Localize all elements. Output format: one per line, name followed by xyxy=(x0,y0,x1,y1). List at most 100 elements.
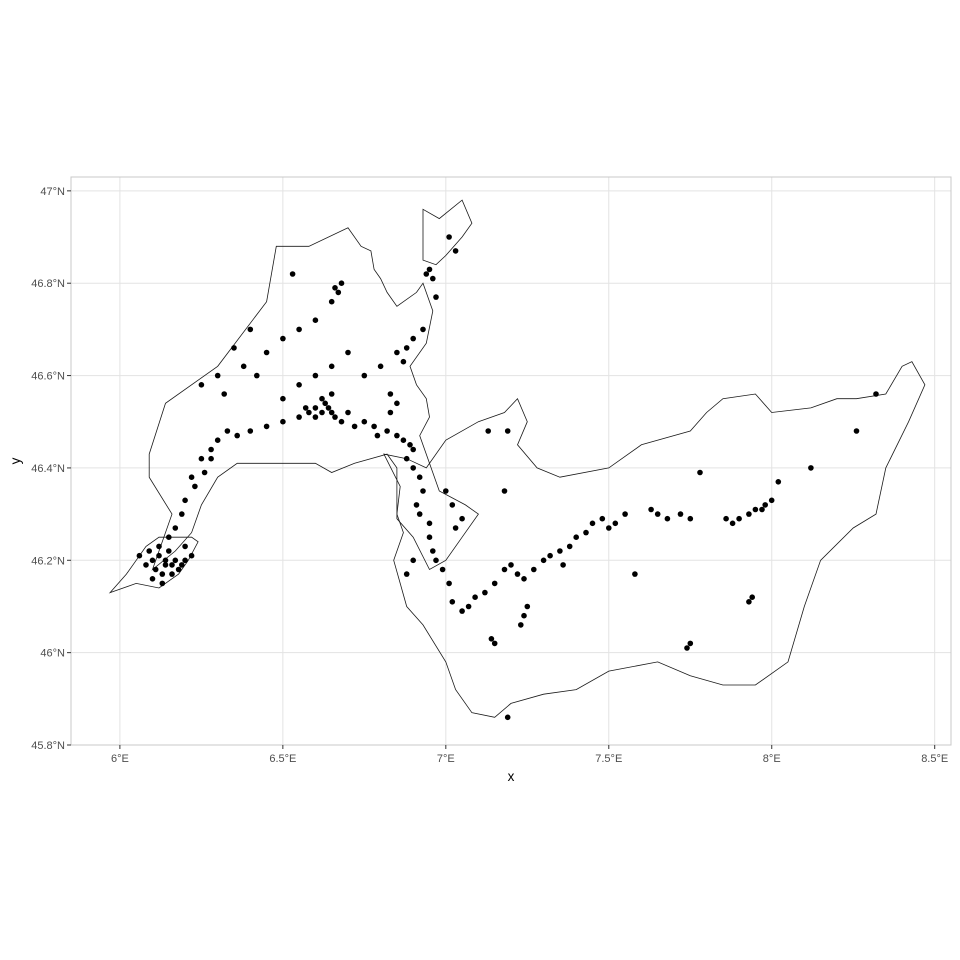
point-markers xyxy=(136,234,879,721)
data-point xyxy=(159,580,166,587)
data-point xyxy=(504,714,511,721)
data-point xyxy=(687,640,694,647)
data-point xyxy=(752,506,759,513)
data-point xyxy=(319,409,325,416)
data-point xyxy=(325,405,332,411)
x-tick-label: 7°E xyxy=(437,753,455,765)
data-point xyxy=(319,395,325,402)
x-tick-label: 7.5°E xyxy=(595,753,622,765)
data-point xyxy=(149,576,156,582)
data-point xyxy=(374,432,381,439)
x-tick-label: 8°E xyxy=(763,753,781,765)
data-point xyxy=(521,612,527,619)
y-tick-label: 46.2°N xyxy=(31,555,65,567)
data-point xyxy=(452,248,459,254)
data-point xyxy=(240,363,247,370)
data-point xyxy=(416,511,423,517)
data-point xyxy=(394,400,400,407)
data-point xyxy=(169,562,175,568)
data-point xyxy=(426,520,433,527)
data-point xyxy=(459,515,465,522)
data-point xyxy=(214,437,221,444)
data-point xyxy=(501,566,508,573)
data-point xyxy=(413,502,420,508)
panel-border xyxy=(70,176,952,746)
data-point xyxy=(143,562,149,568)
region-outline-valais xyxy=(383,361,926,718)
data-point xyxy=(423,271,430,277)
data-point xyxy=(449,502,456,508)
data-point xyxy=(387,391,394,397)
data-point xyxy=(420,488,426,494)
data-point xyxy=(263,423,270,430)
data-point xyxy=(420,326,426,333)
data-point xyxy=(302,405,309,411)
data-point xyxy=(654,511,661,517)
data-point xyxy=(335,289,342,296)
data-point xyxy=(472,594,478,600)
data-point xyxy=(172,557,179,564)
data-point xyxy=(214,372,221,379)
data-point xyxy=(280,395,286,402)
data-point xyxy=(400,358,407,365)
data-point xyxy=(403,571,410,577)
data-point xyxy=(198,382,205,388)
x-tick-label: 8.5°E xyxy=(921,753,948,765)
data-point xyxy=(518,622,524,628)
data-point xyxy=(853,428,860,434)
data-point xyxy=(524,603,531,610)
data-point xyxy=(182,557,188,564)
data-point xyxy=(589,520,596,527)
data-point xyxy=(253,372,260,379)
region-outline-vaud xyxy=(148,227,479,571)
data-point xyxy=(156,552,162,559)
data-point xyxy=(452,525,459,531)
y-axis-title: y xyxy=(8,457,23,464)
data-point xyxy=(224,428,231,434)
data-point xyxy=(208,455,214,462)
y-tick-label: 46.8°N xyxy=(31,278,65,290)
data-point xyxy=(491,640,498,647)
data-point xyxy=(312,317,319,324)
data-point xyxy=(491,580,498,587)
data-point xyxy=(488,636,495,642)
y-tick-label: 45.8°N xyxy=(31,740,65,752)
data-point xyxy=(416,474,423,481)
data-point xyxy=(188,552,195,559)
data-point xyxy=(296,414,302,420)
x-axis-title: x xyxy=(508,769,515,784)
x-tick-label: 6.5°E xyxy=(269,753,296,765)
data-point xyxy=(361,418,368,425)
data-point xyxy=(146,548,152,554)
data-point xyxy=(384,428,390,434)
data-point xyxy=(175,566,182,573)
data-point xyxy=(387,409,394,416)
region-outlines xyxy=(108,199,926,718)
data-point xyxy=(403,345,410,351)
data-point xyxy=(508,562,514,568)
data-point xyxy=(485,428,492,434)
data-point xyxy=(296,326,302,333)
region-outline-fribourg xyxy=(422,199,473,266)
data-point xyxy=(403,455,410,462)
data-point xyxy=(162,557,169,564)
data-point xyxy=(446,234,452,240)
data-point xyxy=(566,543,573,550)
data-point xyxy=(328,391,335,397)
data-point xyxy=(746,511,752,517)
data-point xyxy=(328,298,335,305)
data-point xyxy=(306,409,312,416)
data-point xyxy=(394,349,400,356)
data-point xyxy=(328,409,335,416)
data-point xyxy=(361,372,368,379)
data-point xyxy=(504,428,511,434)
data-point xyxy=(400,437,407,444)
data-point xyxy=(768,497,775,504)
data-point xyxy=(351,423,358,430)
data-point xyxy=(531,566,537,573)
y-tick-label: 47°N xyxy=(40,186,65,198)
data-point xyxy=(201,469,208,476)
data-point xyxy=(166,548,172,554)
data-point xyxy=(521,576,527,582)
data-point xyxy=(573,534,579,540)
